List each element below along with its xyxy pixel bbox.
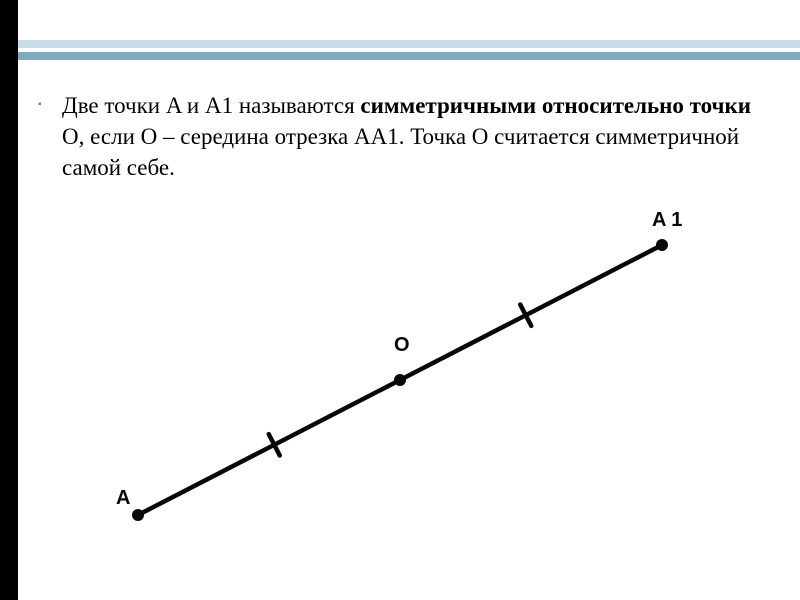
symmetry-diagram: A O A 1 (40, 205, 760, 555)
point-a1 (656, 239, 668, 251)
bullet-icon: ▪ (38, 98, 42, 112)
label-o: O (394, 334, 410, 357)
header-bar-light (18, 40, 800, 48)
slide-left-edge (0, 0, 18, 600)
body-text-part1: Две точки A и A1 называются (62, 93, 360, 118)
slide-header-bar (18, 40, 800, 62)
body-text-part2: О, если О – середина отрезка AA1. Точка … (62, 124, 739, 180)
label-a1: A 1 (652, 209, 682, 232)
slide-body-text: ▪ Две точки A и A1 называются симметричн… (62, 90, 752, 183)
label-a: A (116, 487, 130, 510)
point-a (132, 509, 144, 521)
point-o (394, 374, 406, 386)
body-text-bold: симметричными относительно точки (360, 93, 751, 118)
diagram-svg (40, 205, 760, 555)
header-bar-dark (18, 52, 800, 60)
